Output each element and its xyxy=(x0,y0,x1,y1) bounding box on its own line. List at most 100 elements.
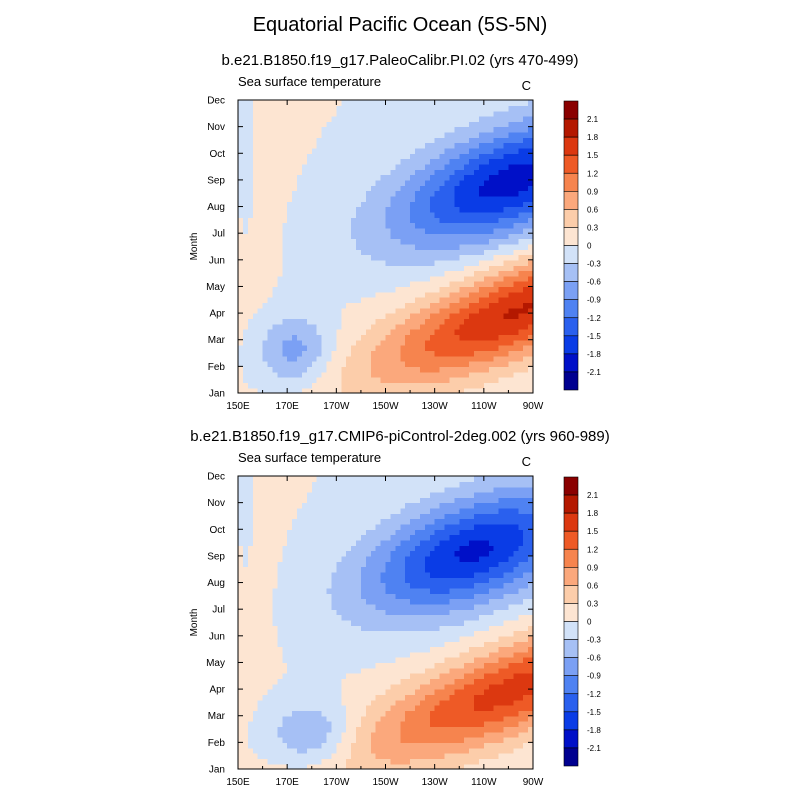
heatmap-cell xyxy=(435,705,441,711)
heatmap-cell xyxy=(312,132,318,138)
heatmap-cell xyxy=(371,175,377,181)
heatmap-cell xyxy=(489,159,495,165)
heatmap-cell xyxy=(248,148,254,154)
heatmap-cell xyxy=(287,116,293,122)
heatmap-cells xyxy=(238,100,534,394)
heatmap-cell xyxy=(445,308,451,314)
heatmap-cell xyxy=(474,673,480,679)
heatmap-cell xyxy=(449,217,455,223)
heatmap-cell xyxy=(292,318,298,324)
heatmap-cell xyxy=(440,318,446,324)
heatmap-cell xyxy=(331,356,337,362)
heatmap-cell xyxy=(454,297,460,303)
heatmap-cell xyxy=(336,292,342,298)
heatmap-cell xyxy=(400,233,406,239)
heatmap-cell xyxy=(292,372,298,378)
heatmap-cell xyxy=(430,382,436,388)
heatmap-cell xyxy=(248,217,254,223)
heatmap-cell xyxy=(346,366,352,372)
heatmap-cell xyxy=(390,116,396,122)
heatmap-cell xyxy=(263,239,269,245)
heatmap-cell xyxy=(445,233,451,239)
heatmap-cell xyxy=(263,207,269,213)
heatmap-cell xyxy=(454,191,460,197)
heatmap-cell xyxy=(494,286,500,292)
heatmap-cell xyxy=(464,297,470,303)
heatmap-cell xyxy=(425,260,431,266)
heatmap-cell xyxy=(327,260,333,266)
heatmap-cell xyxy=(268,254,274,260)
heatmap-cell xyxy=(258,132,264,138)
heatmap-cell xyxy=(268,191,274,197)
heatmap-cell xyxy=(302,350,308,356)
heatmap-cell xyxy=(390,132,396,138)
heatmap-cell xyxy=(405,196,411,202)
heatmap-cell xyxy=(425,270,431,276)
heatmap-cell xyxy=(454,185,460,191)
colorbar-box xyxy=(564,300,578,318)
heatmap-cell xyxy=(361,652,367,658)
heatmap-cell xyxy=(405,111,411,117)
heatmap-cell xyxy=(494,143,500,149)
heatmap-cell xyxy=(449,742,455,748)
heatmap-cell xyxy=(268,217,274,223)
heatmap-cell xyxy=(415,148,421,154)
heatmap-cell xyxy=(469,111,475,117)
heatmap-cell xyxy=(272,753,278,759)
heatmap-cell xyxy=(312,302,318,308)
heatmap-cell xyxy=(508,169,514,175)
heatmap-cell xyxy=(317,111,323,117)
heatmap-cell xyxy=(268,265,274,271)
heatmap-cell xyxy=(390,111,396,117)
heatmap-cell xyxy=(513,636,519,642)
heatmap-cell xyxy=(302,196,308,202)
heatmap-cell xyxy=(346,116,352,122)
heatmap-cell xyxy=(253,652,259,658)
heatmap-cell xyxy=(282,292,288,298)
heatmap-cell xyxy=(513,356,519,362)
heatmap-cell xyxy=(494,169,500,175)
heatmap-cell xyxy=(282,223,288,229)
heatmap-cell xyxy=(258,329,264,335)
heatmap-cell xyxy=(395,673,401,679)
heatmap-cell xyxy=(336,148,342,154)
heatmap-cell xyxy=(322,143,328,149)
heatmap-cell xyxy=(440,737,446,743)
heatmap-cell xyxy=(504,270,510,276)
heatmap-cell xyxy=(508,700,514,706)
heatmap-cell xyxy=(336,705,342,711)
heatmap-cell xyxy=(331,318,337,324)
heatmap-cell xyxy=(390,191,396,197)
heatmap-cell xyxy=(386,164,392,170)
heatmap-cell xyxy=(508,716,514,722)
heatmap-cell xyxy=(297,350,303,356)
heatmap-cell xyxy=(376,121,382,127)
heatmap-cell xyxy=(331,217,337,223)
heatmap-cell xyxy=(238,758,244,764)
heatmap-cell xyxy=(376,228,382,234)
heatmap-cell xyxy=(499,127,505,133)
heatmap-cell xyxy=(376,185,382,191)
heatmap-cell xyxy=(253,159,259,165)
heatmap-cell xyxy=(405,308,411,314)
heatmap-cell xyxy=(435,726,441,732)
heatmap-cell xyxy=(420,105,426,111)
heatmap-cell xyxy=(420,111,426,117)
heatmap-cell xyxy=(381,356,387,362)
heatmap-cell xyxy=(499,111,505,117)
heatmap-cell xyxy=(425,175,431,181)
heatmap-cell xyxy=(410,737,416,743)
heatmap-cell xyxy=(272,361,278,367)
heatmap-cell xyxy=(371,196,377,202)
heatmap-cell xyxy=(405,318,411,324)
heatmap-cell xyxy=(361,132,367,138)
heatmap-cell xyxy=(425,164,431,170)
heatmap-cell xyxy=(346,233,352,239)
heatmap-cell xyxy=(376,372,382,378)
heatmap-cell xyxy=(395,318,401,324)
heatmap-cell xyxy=(336,758,342,764)
heatmap-cell xyxy=(494,217,500,223)
heatmap-cell xyxy=(523,721,529,727)
heatmap-cell xyxy=(400,292,406,298)
heatmap-cell xyxy=(435,121,441,127)
